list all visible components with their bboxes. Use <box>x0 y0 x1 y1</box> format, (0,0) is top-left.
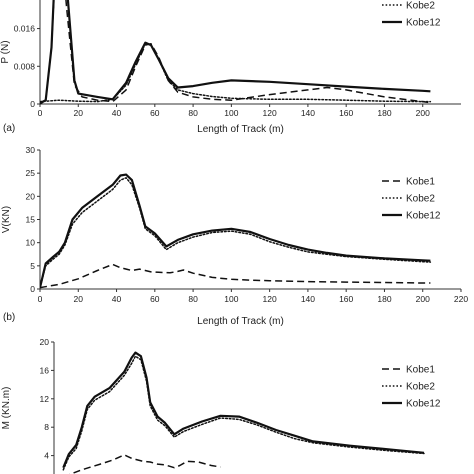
legend-label: Kobe2 <box>406 382 435 393</box>
y-tick-label: 12 <box>40 394 50 404</box>
x-tick-label: 120 <box>263 294 277 304</box>
y-tick-label: 30 <box>26 145 36 155</box>
legend-label: Kobe1 <box>406 177 435 188</box>
y-axis-label: P (N) <box>0 40 11 63</box>
x-tick-label: 140 <box>301 108 315 118</box>
x-tick-label: 0 <box>38 108 43 118</box>
legend-label: Kobe1 <box>406 365 435 376</box>
y-tick-label: 4 <box>44 451 49 461</box>
chart-panel-1: 0 0.008 0.016 0 20 40 60 80 100 120 140 160 180 200 Le… <box>0 0 461 135</box>
series-line-kobe12 <box>40 173 431 288</box>
x-tick-label: 20 <box>74 108 84 118</box>
series-line-kobe1 <box>68 454 221 474</box>
x-tick-label: 160 <box>339 294 353 304</box>
legend: Kobe1 Kobe2 Kobe12 <box>382 365 441 410</box>
x-tick-label: 200 <box>416 108 430 118</box>
y-tick-label: 20 <box>26 191 36 201</box>
x-axis-label: Length of Track (m) <box>197 316 284 327</box>
x-tick-label: 180 <box>377 294 391 304</box>
panel-label: (a) <box>3 123 15 134</box>
x-tick-label: 20 <box>74 294 84 304</box>
legend: Kobe1 Kobe2 Kobe12 <box>382 177 441 222</box>
y-axis-label: V(KN) <box>1 206 12 233</box>
y-tick-label: 0 <box>30 99 35 109</box>
legend: Kobe2 Kobe12 <box>382 1 441 29</box>
series-line-kobe2 <box>40 42 432 103</box>
chart-panel-2: 0 5 10 15 20 25 30 0 20 40 60 80 100 120 140 160 180 200 2… <box>1 145 468 327</box>
y-tick-label: 20 <box>40 337 50 347</box>
series-group <box>40 173 432 289</box>
legend-label: Kobe2 <box>406 1 435 12</box>
series-group <box>62 351 425 474</box>
series-line-kobe1 <box>40 263 431 289</box>
y-tick-label: 25 <box>26 168 36 178</box>
x-tick-label: 60 <box>150 294 160 304</box>
y-tick-label: 0.008 <box>14 61 36 71</box>
series-line-kobe12 <box>40 0 431 105</box>
series-group <box>40 0 432 105</box>
legend-label: Kobe2 <box>406 194 435 205</box>
y-tick-label: 15 <box>26 215 36 225</box>
y-axis-label: M (KN.m) <box>1 387 12 430</box>
legend-label: Kobe12 <box>406 211 441 222</box>
x-tick-label: 140 <box>301 294 315 304</box>
x-tick-label: 40 <box>112 294 122 304</box>
y-tick-label: 0.016 <box>14 24 36 34</box>
x-tick-label: 180 <box>377 108 391 118</box>
x-tick-label: 160 <box>339 108 353 118</box>
x-tick-label: 80 <box>188 294 198 304</box>
legend-label: Kobe12 <box>406 18 441 29</box>
series-line-kobe1 <box>40 0 431 105</box>
x-tick-label: 80 <box>188 108 198 118</box>
series-line-kobe2 <box>40 177 432 289</box>
legend-label: Kobe12 <box>406 399 441 410</box>
series-line-kobe2 <box>62 355 425 471</box>
x-tick-label: 40 <box>112 108 122 118</box>
y-tick-label: 0 <box>30 284 35 294</box>
x-tick-label: 220 <box>454 294 468 304</box>
x-tick-label: 100 <box>224 108 238 118</box>
y-tick-label: 10 <box>26 238 36 248</box>
x-tick-label: 200 <box>416 294 430 304</box>
y-tick-label: 16 <box>40 365 50 375</box>
x-axis-label: Length of Track (m) <box>197 124 284 135</box>
panel-label: (b) <box>3 312 15 323</box>
series-line-kobe12 <box>62 351 425 469</box>
x-tick-label: 60 <box>150 108 160 118</box>
x-tick-label: 0 <box>38 294 43 304</box>
chart-panel-3: 4 8 12 16 20 M (KN.m) Kobe1 Kobe2 Kobe12 <box>1 337 441 474</box>
y-tick-label: 5 <box>30 261 35 271</box>
y-tick-label: 8 <box>44 422 49 432</box>
x-tick-label: 120 <box>263 108 277 118</box>
x-tick-label: 100 <box>224 294 238 304</box>
